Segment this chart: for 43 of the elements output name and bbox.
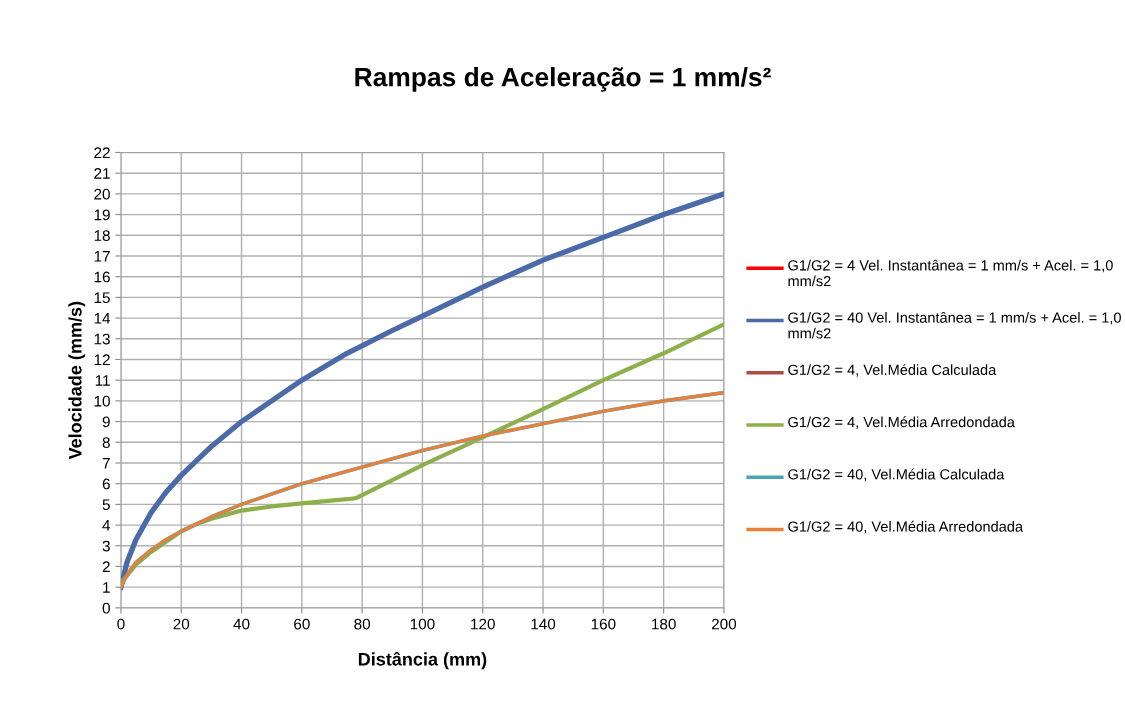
y-tick-label: 19: [94, 209, 110, 221]
y-tick-label: 21: [94, 168, 110, 179]
y-tick-label: 20: [94, 188, 110, 200]
chart-title: Rampas de Aceleração = 1 mm/s²: [355, 67, 771, 92]
legend-label: G1/G2 = 4, Vel.Média Calculada: [788, 364, 997, 377]
legend-label: G1/G2 = 40 Vel. Instantânea = 1 mm/s + Acel. = 1,0 mm/s2: [788, 312, 1121, 339]
y-tick-label: 22: [94, 147, 110, 159]
x-axis-title: Distância (mm): [358, 651, 487, 670]
x-tick-label: 40: [233, 618, 250, 630]
legend-label: G1/G2 = 40, Vel.Média Calculada: [788, 468, 1005, 482]
y-tick-label: 10: [94, 395, 110, 407]
y-tick-label: 3: [102, 540, 110, 552]
y-tick-label: 11: [95, 375, 110, 386]
y-tick-label: 7: [102, 458, 110, 469]
y-tick-label: 12: [94, 354, 110, 366]
y-tick-label: 5: [102, 499, 110, 511]
y-tick-label: 17: [94, 251, 110, 262]
x-tick-label: 60: [294, 618, 310, 630]
x-tick-label: 160: [591, 618, 616, 630]
legend-label: G1/G2 = 4 Vel. Instantânea = 1 mm/s + Acel. = 1,0 mm/s2: [788, 259, 1113, 287]
y-tick-label: 4: [102, 520, 111, 531]
x-tick-label: 80: [354, 618, 371, 630]
y-tick-label: 0: [102, 602, 110, 614]
y-tick-label: 16: [94, 271, 110, 283]
y-tick-label: 13: [94, 333, 110, 345]
legend-label: G1/G2 = 4, Vel.Média Arredondada: [788, 416, 1015, 429]
x-tick-label: 200: [711, 618, 737, 630]
x-tick-label: 140: [531, 618, 556, 630]
y-tick-label: 1: [103, 582, 110, 593]
y-tick-label: 2: [102, 561, 110, 572]
y-tick-label: 8: [102, 437, 110, 448]
x-tick-label: 180: [652, 618, 676, 630]
x-tick-label: 120: [471, 618, 495, 630]
x-tick-label: 100: [410, 618, 435, 630]
y-tick-label: 18: [94, 230, 110, 241]
y-tick-label: 15: [94, 292, 110, 304]
y-tick-label: 6: [102, 478, 110, 490]
x-tick-label: 20: [173, 618, 190, 630]
y-tick-label: 9: [102, 416, 110, 428]
y-axis-title: Velocidade (mm/s): [68, 301, 86, 460]
y-tick-label: 14: [94, 313, 111, 324]
legend-label: G1/G2 = 40, Vel.Média Arredondada: [788, 520, 1024, 534]
x-tick-label: 0: [117, 618, 125, 630]
